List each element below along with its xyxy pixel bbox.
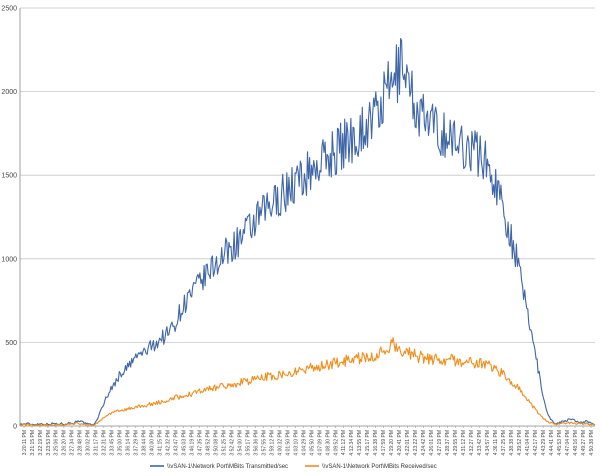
- y-tick-label: 500: [5, 340, 17, 347]
- x-tick-label: 4:11:12 PM: [341, 430, 347, 455]
- x-tick-label: 4:50:38 PM: [589, 430, 595, 456]
- x-tick-label: 3:45:03 PM: [182, 430, 188, 456]
- x-tick-label: 3:20:11 PM: [22, 430, 28, 455]
- x-tick-label: 3:51:25 PM: [221, 430, 227, 456]
- x-tick-label: 4:48:16 PM: [573, 430, 579, 456]
- x-tick-label: 4:36:11 PM: [493, 430, 499, 455]
- legend-label: \\vSAN-1\Network Port\MBits Transmitted/…: [167, 464, 288, 470]
- x-tick-label: 3:57:55 PM: [261, 430, 267, 456]
- series-line: [19, 337, 596, 427]
- x-tick-label: 3:27:34 PM: [70, 430, 76, 456]
- series-line: [19, 37, 596, 426]
- x-tick-label: 4:24:42 PM: [421, 430, 427, 456]
- x-tick-label: 4:03:10 PM: [293, 430, 299, 456]
- y-tick-label: 1500: [1, 173, 17, 180]
- x-tick-label: 4:42:17 PM: [533, 430, 539, 456]
- x-tick-label: 4:12:34 PM: [349, 430, 355, 456]
- x-tick-label: 3:48:52 PM: [205, 430, 211, 456]
- x-tick-label: 4:37:25 PM: [501, 430, 507, 456]
- x-tick-label: 4:44:41 PM: [549, 430, 555, 456]
- x-tick-label: 4:08:30 PM: [325, 430, 331, 456]
- x-tick-label: 4:29:55 PM: [453, 430, 459, 456]
- x-tick-label: 4:09:52 PM: [333, 430, 339, 456]
- y-tick-label: 2500: [1, 6, 17, 13]
- x-tick-label: 3:36:14 PM: [126, 430, 132, 456]
- x-tick-label: 3:52:42 PM: [229, 430, 235, 456]
- x-tick-label: 4:04:29 PM: [301, 430, 307, 456]
- x-tick-label: 4:34:57 PM: [485, 430, 491, 456]
- x-tick-label: 3:47:35 PM: [197, 430, 203, 456]
- x-tick-label: 4:17:59 PM: [381, 430, 387, 456]
- x-tick-label: 3:46:19 PM: [190, 430, 196, 456]
- x-tick-label: 4:20:41 PM: [397, 430, 403, 456]
- x-tick-label: 4:49:27 PM: [581, 430, 587, 456]
- x-tick-label: 4:33:42 PM: [477, 430, 483, 456]
- x-tick-label: 4:39:52 PM: [517, 430, 523, 456]
- x-tick-label: 4:22:01 PM: [405, 430, 411, 456]
- x-tick-label: 4:05:50 PM: [309, 430, 315, 456]
- legend-label: \\vSAN-1\Network Port\MBits Received/sec: [322, 464, 437, 470]
- x-tick-label: 4:38:38 PM: [509, 430, 515, 456]
- x-tick-label: 3:40:00 PM: [150, 430, 156, 456]
- x-tick-label: 3:50:08 PM: [213, 430, 219, 456]
- x-tick-label: 3:54:00 PM: [237, 430, 243, 456]
- x-tick-label: 4:13:55 PM: [357, 430, 363, 456]
- y-tick-label: 0: [13, 424, 17, 431]
- x-tick-label: 4:28:37 PM: [445, 430, 451, 456]
- x-tick-label: 3:43:47 PM: [174, 430, 180, 456]
- x-tick-label: 3:31:17 PM: [94, 430, 100, 456]
- x-tick-label: 3:35:00 PM: [118, 430, 124, 456]
- x-tick-label: 3:38:44 PM: [142, 430, 148, 456]
- x-tick-label: 4:43:29 PM: [541, 430, 547, 456]
- x-tick-label: 4:47:04 PM: [565, 430, 571, 456]
- x-tick-label: 3:59:12 PM: [269, 430, 275, 456]
- y-tick-label: 1000: [1, 256, 17, 263]
- x-tick-label: 3:55:17 PM: [245, 430, 251, 456]
- x-tick-label: 3:37:29 PM: [134, 430, 140, 456]
- x-tick-label: 3:41:15 PM: [158, 430, 164, 456]
- x-tick-label: 3:32:31 PM: [102, 430, 108, 456]
- x-tick-label: 4:01:50 PM: [285, 430, 291, 456]
- x-tick-label: 3:23:53 PM: [46, 430, 52, 456]
- x-tick-label: 3:30:02 PM: [86, 430, 92, 456]
- x-tick-label: 4:00:32 PM: [277, 430, 283, 456]
- x-tick-label: 4:31:12 PM: [461, 430, 467, 456]
- x-tick-label: 4:16:38 PM: [373, 430, 379, 456]
- x-tick-label: 3:22:19 PM: [38, 430, 44, 456]
- x-tick-label: 4:41:04 PM: [525, 430, 531, 456]
- y-tick-label: 2000: [1, 89, 17, 96]
- x-tick-label: 3:21:15 PM: [30, 430, 36, 456]
- x-tick-label: 4:19:20 PM: [389, 430, 395, 456]
- x-tick-label: 3:26:20 PM: [62, 430, 68, 456]
- x-tick-label: 4:07:09 PM: [317, 430, 323, 456]
- x-tick-label: 3:25:06 PM: [54, 430, 60, 456]
- x-tick-label: 4:15:17 PM: [365, 430, 371, 456]
- x-tick-label: 4:26:01 PM: [429, 430, 435, 456]
- x-tick-label: 4:27:19 PM: [437, 430, 443, 456]
- x-tick-label: 3:42:32 PM: [166, 430, 172, 456]
- x-tick-label: 3:56:36 PM: [253, 430, 259, 456]
- x-tick-label: 4:32:27 PM: [469, 430, 475, 456]
- x-tick-label: 3:28:48 PM: [78, 430, 84, 456]
- x-tick-label: 4:23:22 PM: [413, 430, 419, 456]
- x-tick-label: 4:45:53 PM: [557, 430, 563, 456]
- x-tick-label: 3:33:45 PM: [110, 430, 116, 456]
